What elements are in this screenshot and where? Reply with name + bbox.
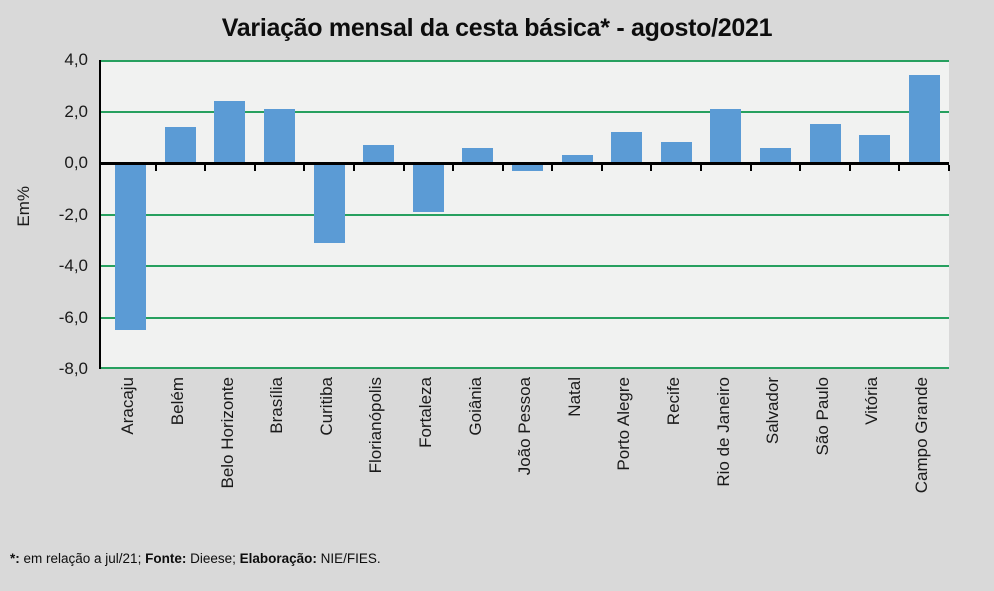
- bar-goiania: [462, 147, 494, 163]
- x-label-cell-fortaleza: Fortaleza: [402, 377, 452, 547]
- bar-recife: [660, 142, 692, 163]
- footnote: *: em relação a jul/21; Fonte: Dieese; E…: [10, 551, 381, 566]
- category-axis-tick: [452, 165, 455, 171]
- gridline--2,0: [101, 213, 949, 216]
- x-label-cell-sao-paulo: São Paulo: [798, 377, 848, 547]
- footnote-source-text: Dieese;: [186, 551, 240, 566]
- footnote-star-text: em relação a jul/21;: [19, 551, 146, 566]
- bar-joao-pessoa: [512, 163, 543, 171]
- category-axis-tick: [700, 165, 703, 171]
- y-tick-label: 2,0: [64, 101, 88, 121]
- x-label-cell-natal: Natal: [550, 377, 600, 547]
- x-label-rio-de-janeiro: Rio de Janeiro: [713, 377, 733, 487]
- category-axis-tick: [154, 165, 157, 171]
- x-label-cell-belo-horizonte: Belo Horizonte: [203, 377, 253, 547]
- bar-sao-paulo: [809, 124, 841, 163]
- gridline-2,0: [101, 110, 949, 113]
- x-label-aracaju: Aracaju: [118, 377, 138, 435]
- bar-natal: [561, 155, 593, 163]
- bar-rio-de-janeiro: [710, 108, 742, 163]
- category-axis-tick: [352, 165, 355, 171]
- x-label-cell-vitoria: Vitória: [848, 377, 898, 547]
- bar-campo-grande: [908, 75, 940, 163]
- gridline--6,0: [101, 316, 949, 319]
- x-label-sao-paulo: São Paulo: [812, 377, 832, 456]
- x-label-recife: Recife: [663, 377, 683, 426]
- x-label-cell-curitiba: Curitiba: [302, 377, 352, 547]
- gridline--4,0: [101, 265, 949, 267]
- category-axis-tick: [799, 165, 802, 171]
- x-label-salvador: Salvador: [763, 377, 783, 445]
- plot-area: [99, 60, 950, 369]
- chart-title: Variação mensal da cesta básica* - agost…: [221, 14, 773, 42]
- category-axis-tick: [848, 165, 851, 171]
- y-tick-label: -6,0: [58, 307, 88, 327]
- x-label-natal: Natal: [564, 377, 584, 417]
- gridline-4,0: [101, 60, 949, 62]
- gridline--8,0: [101, 367, 949, 369]
- category-axis-tick: [749, 165, 752, 171]
- y-tick-label: -8,0: [58, 359, 88, 378]
- x-label-cell-goiania: Goiânia: [451, 377, 501, 547]
- bar-salvador: [759, 147, 791, 163]
- category-axis-tick: [253, 165, 256, 171]
- category-axis-tick: [501, 165, 504, 171]
- footnote-star-label: *:: [10, 551, 20, 566]
- x-label-cell-rio-de-janeiro: Rio de Janeiro: [699, 377, 749, 547]
- category-axis-tick: [303, 165, 306, 171]
- bar-belo-horizonte: [214, 101, 246, 163]
- x-label-brasilia: Brasília: [267, 377, 287, 434]
- bar-fortaleza: [412, 163, 444, 212]
- category-axis-tick: [600, 165, 603, 171]
- category-axis-tick: [898, 165, 901, 171]
- x-label-cell-brasilia: Brasília: [253, 377, 303, 547]
- x-label-cell-aracaju: Aracaju: [104, 377, 154, 547]
- x-label-curitiba: Curitiba: [316, 377, 336, 436]
- bar-curitiba: [313, 163, 345, 243]
- x-label-cell-florianopolis: Florianópolis: [352, 377, 402, 547]
- x-label-cell-recife: Recife: [650, 377, 700, 547]
- bar-aracaju: [115, 163, 147, 331]
- x-label-vitoria: Vitória: [862, 377, 882, 425]
- x-label-cell-salvador: Salvador: [749, 377, 799, 547]
- bar-belem: [164, 126, 196, 163]
- y-tick-label: 4,0: [64, 50, 88, 69]
- category-axis-tick: [551, 165, 554, 171]
- zero-axis-line: [101, 162, 949, 165]
- category-axis-tick: [402, 165, 405, 171]
- bar-porto-alegre: [611, 132, 643, 163]
- x-label-belem: Belém: [168, 377, 188, 426]
- x-label-florianopolis: Florianópolis: [366, 377, 386, 474]
- footnote-elaboration-label: Elaboração:: [239, 551, 317, 566]
- x-axis-labels: Aracaju Belém Belo Horizonte Brasília Curiti…: [104, 377, 947, 547]
- category-axis-tick: [650, 165, 653, 171]
- bar-vitoria: [859, 134, 891, 163]
- x-label-campo-grande: Campo Grande: [911, 377, 931, 494]
- category-axis-tick: [204, 165, 207, 171]
- y-tick-label: 0,0: [64, 153, 88, 172]
- x-label-joao-pessoa: João Pessoa: [515, 377, 535, 476]
- x-label-goiania: Goiânia: [465, 377, 485, 436]
- x-label-cell-belem: Belém: [154, 377, 204, 547]
- footnote-source-label: Fonte:: [145, 551, 187, 566]
- x-label-cell-campo-grande: Campo Grande: [898, 377, 948, 547]
- y-tick-label: -4,0: [58, 256, 88, 275]
- x-label-cell-joao-pessoa: João Pessoa: [501, 377, 551, 547]
- y-tick-label: -2,0: [58, 204, 88, 224]
- x-label-belo-horizonte: Belo Horizonte: [217, 377, 237, 489]
- category-axis-tick: [948, 165, 950, 171]
- x-label-fortaleza: Fortaleza: [416, 377, 436, 448]
- x-label-cell-porto-alegre: Porto Alegre: [600, 377, 650, 547]
- bar-florianopolis: [363, 144, 395, 163]
- x-label-porto-alegre: Porto Alegre: [614, 377, 634, 471]
- footnote-elaboration-text: NIE/FIES.: [316, 551, 381, 566]
- bar-brasilia: [264, 108, 296, 163]
